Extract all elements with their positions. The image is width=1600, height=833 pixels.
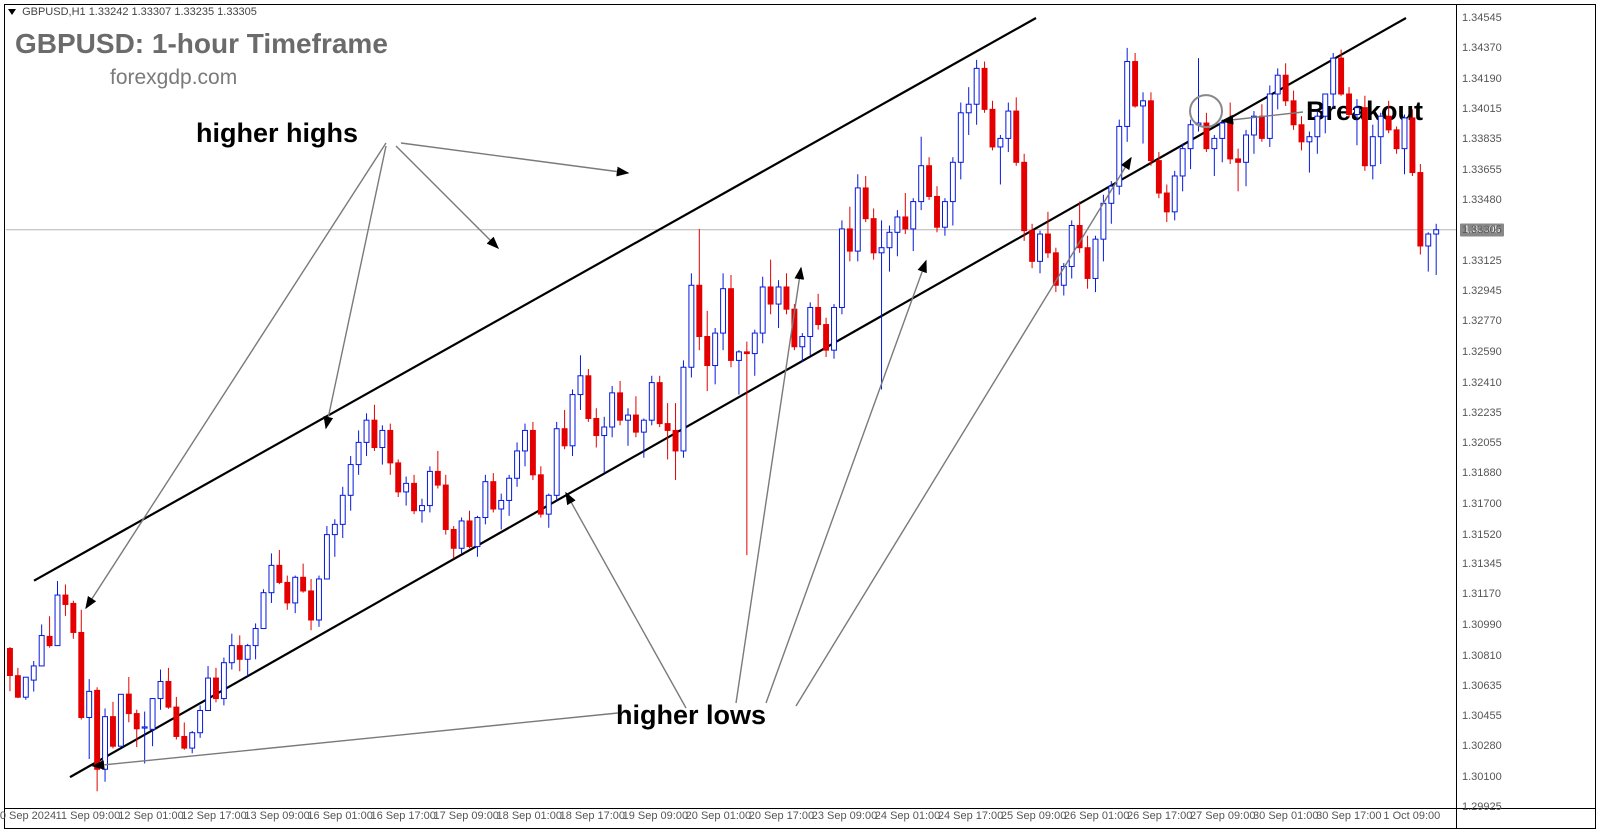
x-tick-label: 27 Sep 09:00: [1190, 810, 1255, 822]
x-tick-label: 19 Sep 09:00: [623, 810, 688, 822]
y-tick-label: 1.33655: [1462, 164, 1502, 176]
y-tick-label: 1.32055: [1462, 437, 1502, 449]
watermark-text: forexgdp.com: [110, 66, 237, 90]
y-tick-label: 1.32235: [1462, 407, 1502, 419]
x-tick-label: 12 Sep 01:00: [118, 810, 183, 822]
y-tick-label: 1.30990: [1462, 619, 1502, 631]
symbol-info-bar: GBPUSD,H1 1.33242 1.33307 1.33235 1.3330…: [8, 6, 257, 18]
x-tick-label: 13 Sep 09:00: [244, 810, 309, 822]
x-tick-label: 26 Sep 01:00: [1064, 810, 1129, 822]
y-tick-label: 1.34545: [1462, 12, 1502, 24]
y-tick-label: 1.32770: [1462, 315, 1502, 327]
y-tick-label: 1.31880: [1462, 467, 1502, 479]
y-tick-label: 1.30455: [1462, 710, 1502, 722]
y-tick-label: 1.29925: [1462, 801, 1502, 813]
y-tick-label: 1.30280: [1462, 740, 1502, 752]
x-tick-label: 1 Oct 09:00: [1383, 810, 1440, 822]
y-tick-label: 1.34190: [1462, 73, 1502, 85]
y-tick-label: 1.30810: [1462, 650, 1502, 662]
yaxis-border: [1456, 4, 1457, 829]
x-tick-label: 16 Sep 17:00: [370, 810, 435, 822]
y-tick-label: 1.33835: [1462, 133, 1502, 145]
x-tick-label: 20 Sep 17:00: [749, 810, 814, 822]
x-tick-label: 12 Sep 17:00: [181, 810, 246, 822]
x-tick-label: 11 Sep 09:00: [56, 810, 121, 822]
chart-title: GBPUSD: 1-hour Timeframe: [15, 28, 388, 60]
x-tick-label: 10 Sep 2024: [0, 810, 56, 822]
y-tick-label: 1.33305: [1462, 224, 1502, 236]
higher-highs-label: higher highs: [196, 118, 358, 149]
y-tick-label: 1.31700: [1462, 498, 1502, 510]
x-tick-label: 23 Sep 09:00: [812, 810, 877, 822]
x-tick-label: 30 Sep 01:00: [1253, 810, 1318, 822]
x-tick-label: 20 Sep 01:00: [686, 810, 751, 822]
y-tick-label: 1.32945: [1462, 285, 1502, 297]
x-tick-label: 17 Sep 09:00: [433, 810, 498, 822]
y-tick-label: 1.30100: [1462, 771, 1502, 783]
y-tick-label: 1.31170: [1462, 588, 1501, 600]
y-tick-label: 1.34370: [1462, 42, 1502, 54]
xaxis-border: [4, 808, 1596, 809]
y-tick-label: 1.31345: [1462, 558, 1502, 570]
x-tick-label: 26 Sep 17:00: [1127, 810, 1192, 822]
dropdown-triangle-icon: [8, 9, 16, 15]
y-tick-label: 1.31520: [1462, 529, 1502, 541]
y-tick-label: 1.32410: [1462, 377, 1502, 389]
x-tick-label: 24 Sep 17:00: [938, 810, 1003, 822]
y-tick-label: 1.34015: [1462, 103, 1502, 115]
x-tick-label: 30 Sep 17:00: [1316, 810, 1381, 822]
y-tick-label: 1.33125: [1462, 255, 1502, 267]
x-tick-label: 25 Sep 09:00: [1001, 810, 1066, 822]
y-tick-label: 1.32590: [1462, 346, 1502, 358]
y-tick-label: 1.33480: [1462, 194, 1502, 206]
y-tick-label: 1.30635: [1462, 680, 1502, 692]
symbol-ohlc-text: GBPUSD,H1 1.33242 1.33307 1.33235 1.3330…: [22, 6, 257, 18]
higher-lows-label: higher lows: [616, 700, 766, 731]
x-tick-label: 18 Sep 17:00: [560, 810, 625, 822]
breakout-label: Breakout: [1306, 96, 1423, 127]
x-tick-label: 18 Sep 01:00: [497, 810, 562, 822]
x-tick-label: 16 Sep 01:00: [307, 810, 372, 822]
x-tick-label: 24 Sep 01:00: [875, 810, 940, 822]
